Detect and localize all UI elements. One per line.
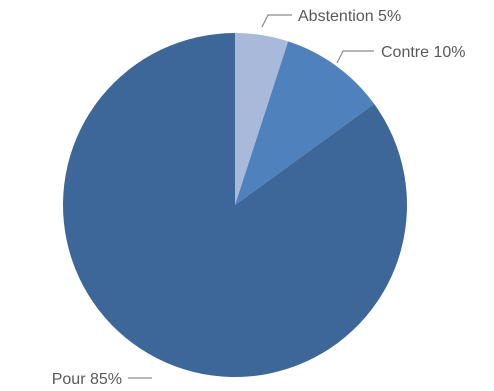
leader-line-abstention bbox=[261, 14, 292, 28]
pie-slice-pour bbox=[62, 33, 408, 377]
pie-slice-contre bbox=[235, 41, 375, 206]
leader-lines-layer bbox=[128, 14, 374, 379]
data-label-pour: Pour 85% bbox=[52, 371, 122, 388]
pie-slice-abstention bbox=[235, 33, 289, 205]
data-label-contre: Contre 10% bbox=[381, 44, 466, 61]
data-labels-layer: Abstention 5% Contre 10% Pour 85% bbox=[52, 8, 466, 388]
slices-layer bbox=[62, 33, 408, 377]
data-label-abstention: Abstention 5% bbox=[298, 8, 401, 25]
leader-line-contre bbox=[336, 50, 374, 64]
